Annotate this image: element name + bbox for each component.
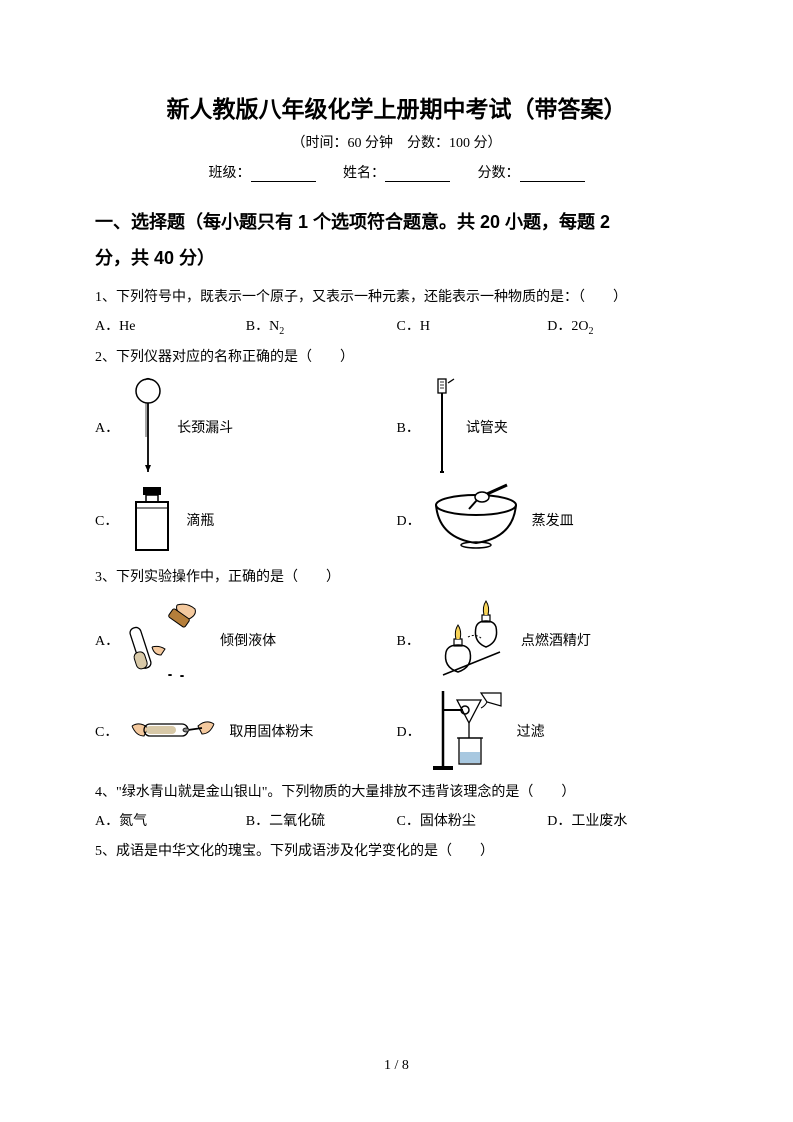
q1-opt-c: C．H — [397, 313, 548, 341]
q4-opt-b: B．二氧化硫 — [246, 808, 397, 835]
q3-d-label: 过滤 — [517, 721, 545, 741]
filter-icon — [429, 688, 509, 773]
dropper-bottle-icon — [126, 483, 178, 558]
section-1-header: 一、选择题（每小题只有 1 个选项符合题意。共 20 小题，每题 2 分，共 4… — [95, 204, 698, 276]
light-alcohol-lamp-icon — [428, 597, 513, 682]
page-number: 1 / 8 — [0, 1058, 793, 1074]
student-info-line: 班级： 姓名： 分数： — [95, 162, 698, 182]
q3-row-2: C． 取用固体粉末 D． — [95, 688, 698, 773]
question-5: 5、成语是中华文化的瑰宝。下列成语涉及化学变化的是（ ） — [95, 838, 698, 865]
q2-c-label: 滴瓶 — [186, 510, 214, 530]
class-label: 班级： — [209, 166, 251, 181]
q2-d-label: 蒸发皿 — [532, 510, 574, 530]
q3-c-prefix: C． — [95, 721, 118, 741]
q2-a-label: 长颈漏斗 — [177, 417, 233, 437]
test-tube-clamp-icon — [428, 377, 458, 477]
evaporating-dish-icon — [429, 483, 524, 558]
question-3: 3、下列实验操作中，正确的是（ ） — [95, 564, 698, 591]
question-1: 1、下列符号中，既表示一个原子，又表示一种元素，还能表示一种物质的是：（ ） — [95, 284, 698, 311]
funnel-icon — [127, 377, 169, 477]
q2-b-prefix: B． — [397, 417, 420, 437]
q2-b-label: 试管夹 — [466, 417, 508, 437]
q3-b-label: 点燃酒精灯 — [521, 630, 591, 650]
q4-opt-c: C．固体粉尘 — [397, 808, 548, 835]
q3-a-label: 倾倒液体 — [220, 630, 276, 650]
score-blank — [520, 168, 585, 182]
q2-a-prefix: A． — [95, 417, 119, 437]
question-1-options: A．He B．N2 C．H D．2O2 — [95, 313, 698, 341]
q3-d-prefix: D． — [397, 721, 421, 741]
q3-row-1: A． 倾倒液体 B． — [95, 597, 698, 682]
q1-opt-a: A．He — [95, 313, 246, 341]
exam-subtitle: （时间：60 分钟 分数：100 分） — [95, 132, 698, 152]
q4-opt-d: D．工业废水 — [547, 808, 698, 835]
exam-title: 新人教版八年级化学上册期中考试（带答案） — [95, 90, 698, 124]
q3-c-label: 取用固体粉末 — [229, 721, 313, 741]
q2-row-2: C． 滴瓶 D． 蒸发皿 — [95, 483, 698, 558]
name-blank — [385, 168, 450, 182]
take-solid-powder-icon — [126, 706, 221, 756]
q3-b-prefix: B． — [397, 630, 420, 650]
q2-row-1: A． 长颈漏斗 B． 试管夹 — [95, 377, 698, 477]
score-label: 分数： — [478, 166, 520, 181]
q2-d-prefix: D． — [397, 510, 421, 530]
q4-opt-a: A．氮气 — [95, 808, 246, 835]
question-2: 2、下列仪器对应的名称正确的是（ ） — [95, 344, 698, 371]
name-label: 姓名： — [343, 166, 385, 181]
class-blank — [251, 168, 316, 182]
pour-liquid-icon — [127, 597, 212, 682]
question-4-options: A．氮气 B．二氧化硫 C．固体粉尘 D．工业废水 — [95, 808, 698, 835]
q1-opt-d: D．2O2 — [547, 313, 698, 341]
question-4: 4、"绿水青山就是金山银山"。下列物质的大量排放不违背该理念的是（ ） — [95, 779, 698, 806]
q1-opt-b: B．N2 — [246, 313, 397, 341]
q2-c-prefix: C． — [95, 510, 118, 530]
q3-a-prefix: A． — [95, 630, 119, 650]
